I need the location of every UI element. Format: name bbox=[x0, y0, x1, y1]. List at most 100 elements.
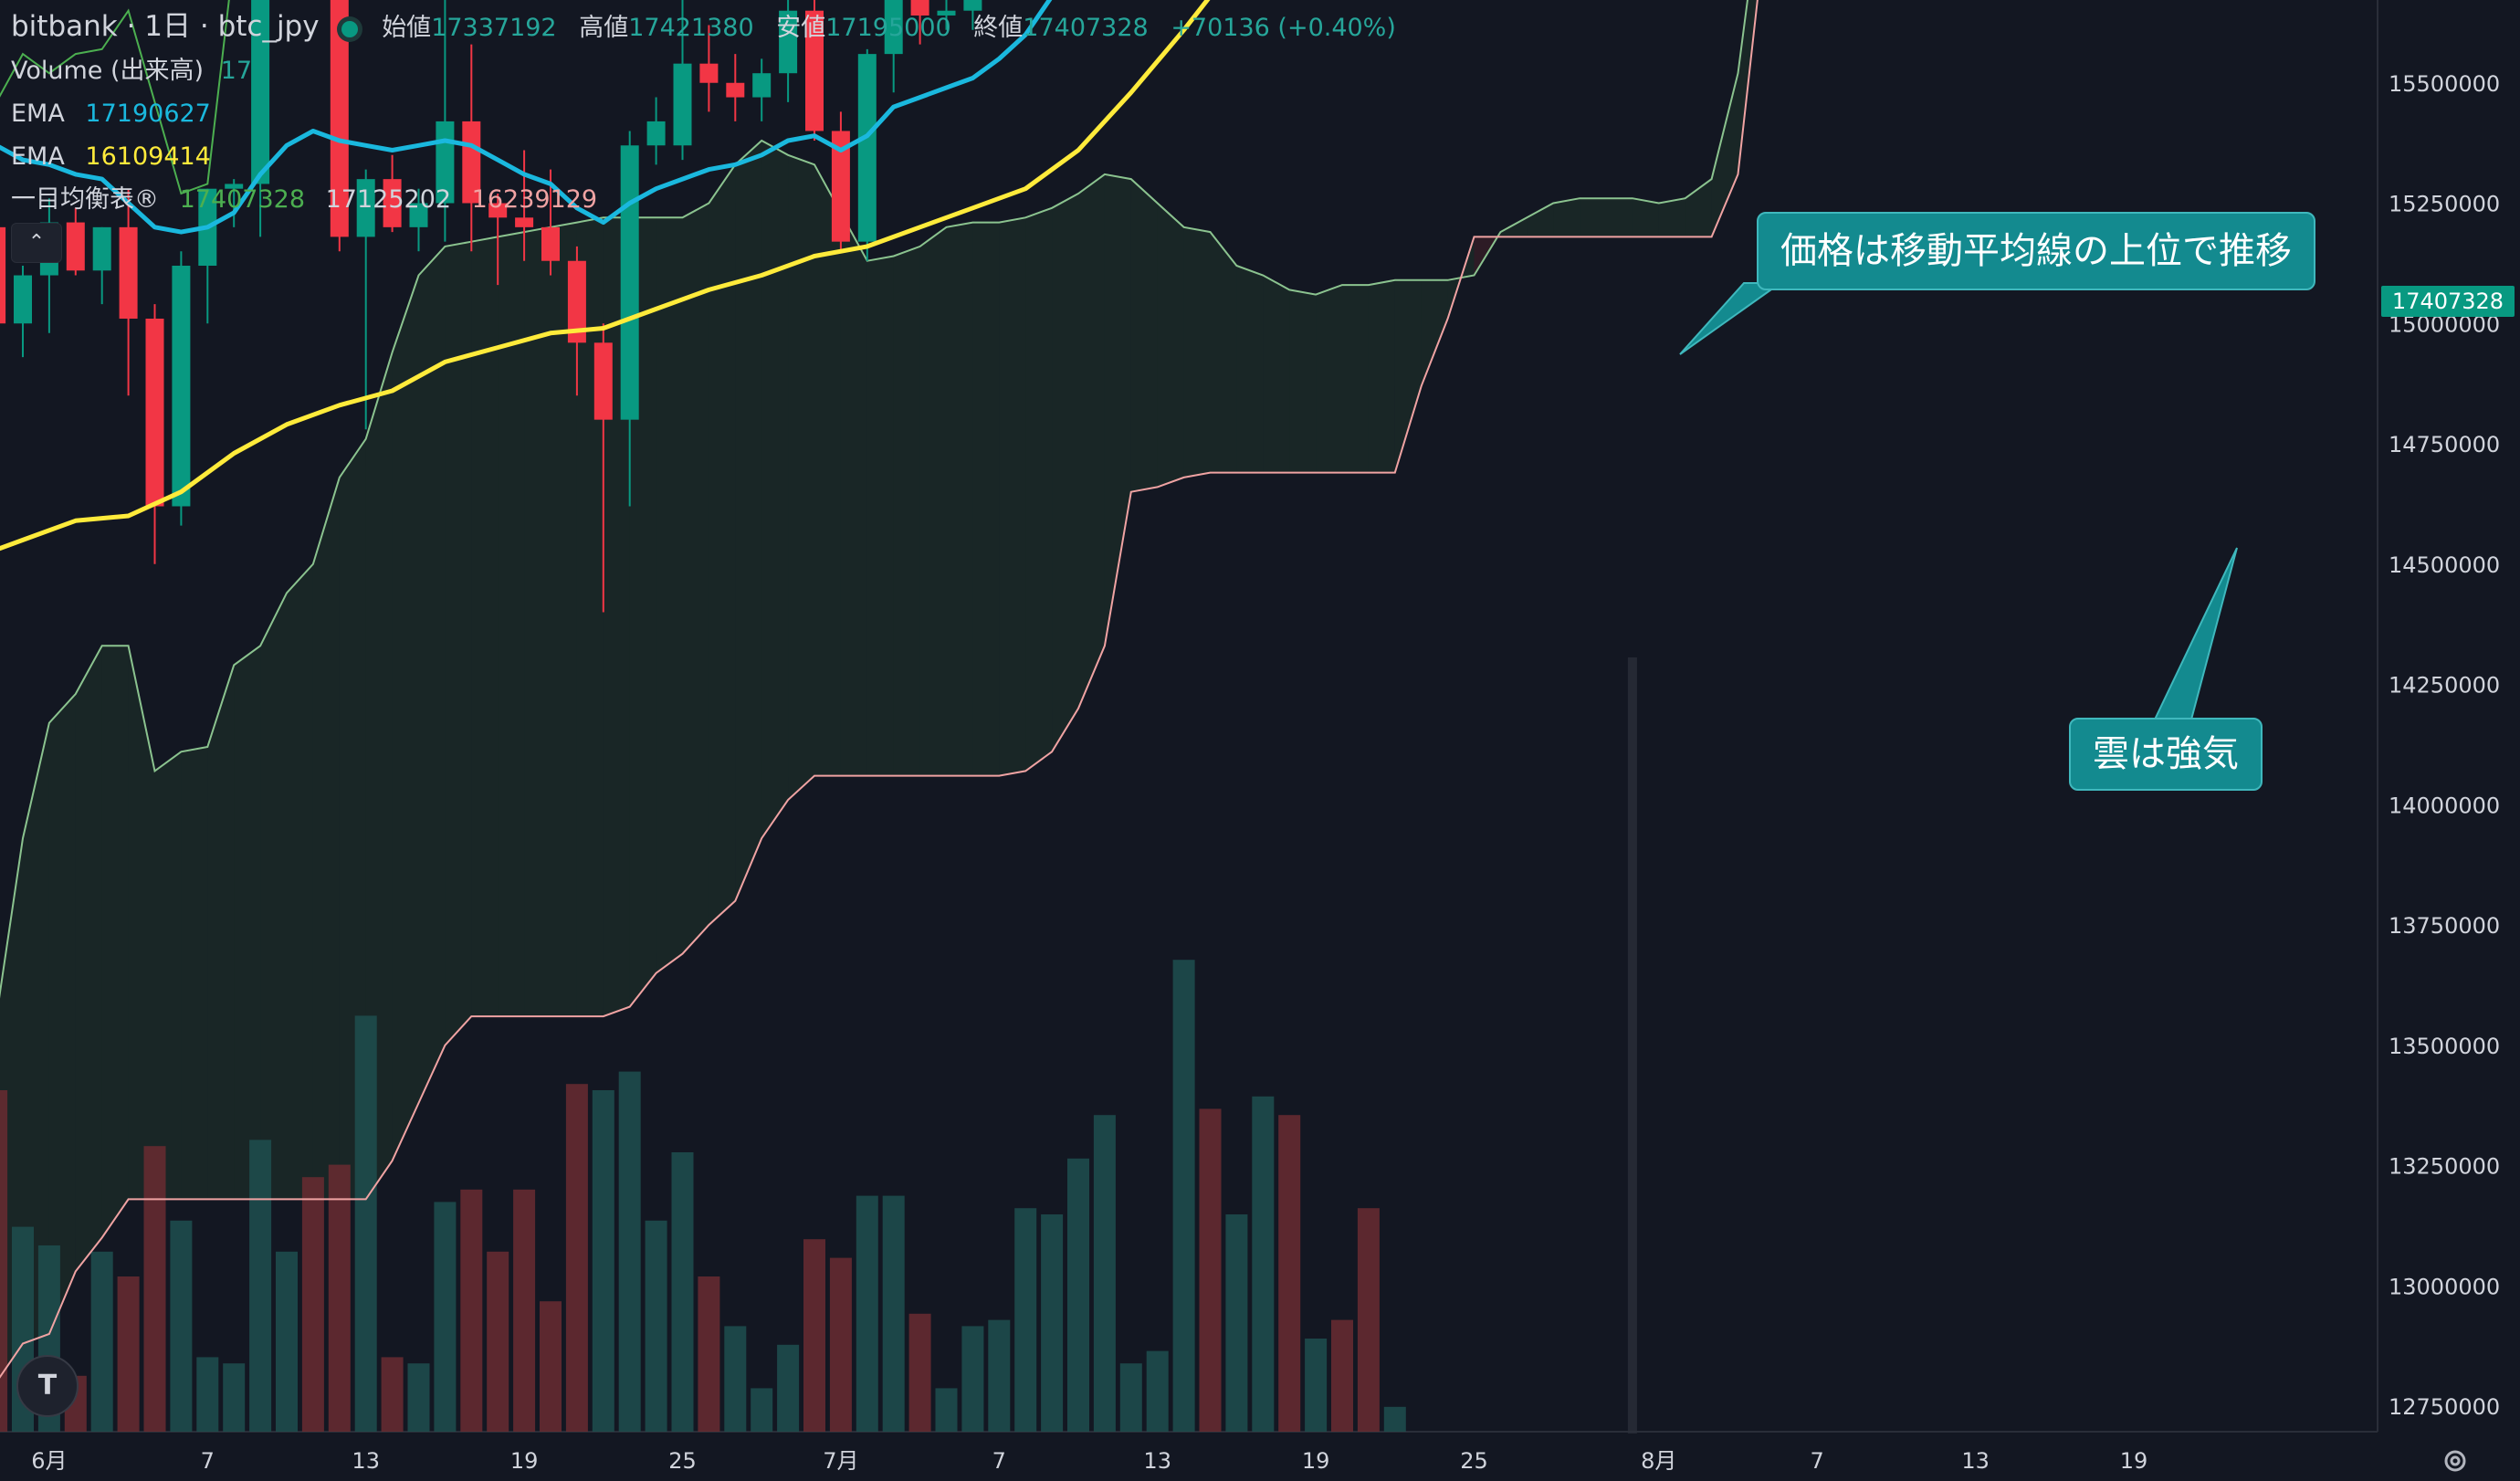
y-tick-label: 13750000 bbox=[2389, 913, 2500, 939]
symbol-title[interactable]: bitbank · 1日 · btc_jpy bbox=[11, 10, 320, 43]
volume-bar bbox=[90, 1251, 113, 1432]
ema-fast-row[interactable]: EMA 17190627 bbox=[11, 92, 1411, 135]
ichimoku-cloud-segment bbox=[656, 217, 683, 973]
ichimoku-cloud-segment bbox=[1130, 179, 1158, 492]
ichimoku-cloud-segment bbox=[999, 217, 1026, 776]
ichimoku-cloud-segment bbox=[682, 203, 709, 954]
candle-body bbox=[831, 131, 850, 242]
volume-bar bbox=[460, 1189, 483, 1432]
ichimoku-cloud-segment bbox=[1157, 203, 1184, 488]
ichimoku-value-1: 17407328 bbox=[179, 185, 306, 214]
ichimoku-cloud-segment bbox=[1606, 198, 1633, 237]
ema-fast-value: 17190627 bbox=[85, 100, 211, 128]
volume-bar bbox=[961, 1326, 984, 1432]
volume-bar bbox=[908, 1313, 931, 1432]
y-tick-label: 13500000 bbox=[2389, 1034, 2500, 1059]
candle-body bbox=[937, 10, 956, 16]
high-value: 17421380 bbox=[628, 14, 754, 42]
candle-body bbox=[805, 10, 824, 131]
tradingview-logo-icon[interactable]: T bbox=[16, 1355, 79, 1417]
ichimoku-cloud-segment bbox=[445, 241, 472, 1045]
ema-slow-value: 16109414 bbox=[85, 142, 211, 171]
volume-bar bbox=[1093, 1115, 1116, 1432]
candle-body bbox=[251, 0, 270, 184]
ichimoku-cloud-segment bbox=[1052, 194, 1078, 752]
close-value: 17407328 bbox=[1023, 14, 1149, 42]
y-tick-label: 14750000 bbox=[2389, 432, 2500, 457]
ichimoku-value-2: 17125202 bbox=[325, 185, 452, 214]
ema-slow-row[interactable]: EMA 16109414 bbox=[11, 135, 1411, 178]
x-tick-label: 13 bbox=[1961, 1448, 1990, 1474]
candle-body bbox=[515, 217, 534, 227]
volume-bar bbox=[1278, 1115, 1301, 1432]
ichimoku-cloud-segment bbox=[471, 236, 499, 1017]
price-callout[interactable]: 価格は移動平均線の上位で推移 bbox=[1757, 212, 2315, 290]
volume-bar bbox=[751, 1388, 773, 1432]
candle-body bbox=[409, 203, 428, 227]
ichimoku-cloud-segment bbox=[1658, 198, 1685, 237]
candle-body bbox=[66, 222, 85, 271]
ichimoku-cloud-segment bbox=[761, 141, 789, 839]
ichimoku-cloud-segment bbox=[260, 593, 287, 1200]
ichimoku-cloud-segment bbox=[840, 213, 867, 776]
x-tick-label: 6月 bbox=[31, 1448, 67, 1474]
ichimoku-cloud-segment bbox=[1342, 285, 1369, 473]
ichimoku-label: 一目均衡表® bbox=[11, 185, 159, 214]
candle-body bbox=[726, 82, 745, 98]
cloud-callout-text: 雲は強気 bbox=[2093, 733, 2239, 775]
volume-label: Volume (出来高) bbox=[11, 57, 205, 85]
x-tick-label: 7 bbox=[1811, 1448, 1824, 1474]
ichimoku-cloud-segment bbox=[154, 751, 182, 1200]
open-label: 始値 bbox=[382, 14, 432, 42]
market-status-icon bbox=[341, 20, 358, 37]
volume-bar bbox=[565, 1084, 588, 1432]
volume-bar bbox=[223, 1363, 246, 1432]
candle-body bbox=[752, 73, 772, 98]
volume-value: 17 bbox=[220, 57, 253, 85]
volume-bar bbox=[170, 1220, 193, 1432]
candle-body bbox=[541, 226, 560, 261]
ichimoku-cloud-segment bbox=[1236, 266, 1264, 473]
ichimoku-cloud-segment bbox=[972, 222, 1000, 776]
ichimoku-cloud-segment bbox=[234, 646, 261, 1200]
ichimoku-cloud-segment bbox=[946, 222, 973, 776]
collapse-legend-button[interactable]: ⌃ bbox=[11, 223, 62, 263]
candle-body bbox=[119, 226, 138, 319]
ichimoku-cloud-segment bbox=[1183, 226, 1211, 478]
ichimoku-cloud-segment bbox=[392, 275, 419, 1161]
x-tick-label: 25 bbox=[668, 1448, 697, 1474]
ichimoku-cloud-segment bbox=[893, 246, 920, 776]
volume-bar bbox=[1014, 1208, 1037, 1432]
x-tick-label: 19 bbox=[2120, 1448, 2148, 1474]
volume-bar bbox=[407, 1363, 430, 1432]
volume-bar bbox=[434, 1202, 457, 1432]
ichimoku-cloud-segment bbox=[1553, 198, 1580, 237]
volume-bar bbox=[196, 1357, 219, 1432]
y-tick-label: 14250000 bbox=[2389, 673, 2500, 698]
x-tick-label: 7月 bbox=[823, 1448, 858, 1474]
volume-bar bbox=[777, 1344, 800, 1432]
ichimoku-cloud-segment bbox=[418, 246, 446, 1103]
volume-row[interactable]: Volume (出来高) 17 bbox=[11, 49, 1411, 92]
volume-bar bbox=[645, 1220, 667, 1432]
cloud-callout[interactable]: 雲は強気 bbox=[2069, 718, 2263, 791]
x-tick-label: 7 bbox=[201, 1448, 215, 1474]
ichimoku-cloud-segment bbox=[339, 438, 366, 1200]
change-value: +70136 (+0.40%) bbox=[1171, 14, 1396, 42]
candle-body bbox=[857, 54, 877, 242]
candle-body bbox=[145, 318, 164, 507]
volume-bar bbox=[1305, 1339, 1328, 1432]
candle-body bbox=[673, 63, 692, 146]
low-label: 安値 bbox=[776, 14, 826, 42]
chart-legend: bitbank · 1日 · btc_jpy 始値17337192 高値1742… bbox=[11, 5, 1411, 221]
volume-bar bbox=[1383, 1406, 1406, 1432]
y-tick-label: 13250000 bbox=[2389, 1154, 2500, 1180]
ema-fast-line bbox=[0, 0, 1053, 235]
last-price-tag: 17407328 bbox=[2381, 286, 2515, 317]
ichimoku-row[interactable]: 一目均衡表® 17407328 17125202 16239129 bbox=[11, 178, 1411, 221]
ichimoku-cloud-segment bbox=[1711, 73, 1738, 237]
candle-body bbox=[0, 226, 6, 324]
gear-icon[interactable] bbox=[2440, 1445, 2471, 1476]
ichimoku-cloud-segment bbox=[1368, 279, 1395, 473]
volume-bar bbox=[618, 1071, 641, 1432]
